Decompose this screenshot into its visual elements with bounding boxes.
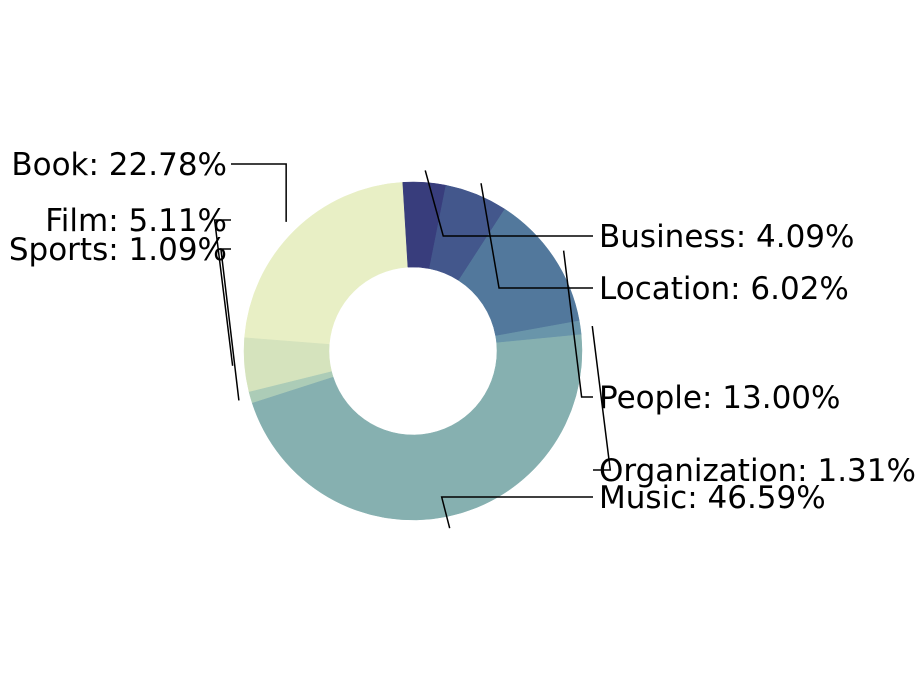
slice-music (251, 334, 583, 521)
leader-lines-layer (213, 163, 612, 529)
slice-label-location: Location: 6.02% (599, 271, 849, 307)
slice-label-people: People: 13.00% (599, 380, 841, 416)
leader-line-location (480, 183, 593, 289)
slice-label-book: Book: 22.78% (11, 147, 227, 183)
leader-line-business (424, 170, 593, 237)
leader-line-organization (591, 325, 612, 471)
leader-line-book (231, 163, 287, 222)
leader-line-music (440, 496, 593, 529)
labels-layer: Book: 22.78% Business: 4.09% Location: 6.0… (9, 147, 916, 516)
slice-film (243, 337, 332, 392)
slice-label-business: Business: 4.09% (599, 219, 854, 255)
slice-label-organization: Organization: 1.31% (599, 453, 916, 489)
slices-layer (243, 181, 583, 521)
slice-label-sports: Sports: 1.09% (9, 232, 227, 268)
leader-line-sports (220, 248, 240, 401)
leader-line-people (562, 250, 593, 398)
slice-label-music: Music: 46.59% (599, 480, 826, 516)
leader-line-film (213, 219, 234, 366)
slice-book (244, 182, 409, 345)
slice-label-film: Film: 5.11% (45, 203, 227, 239)
